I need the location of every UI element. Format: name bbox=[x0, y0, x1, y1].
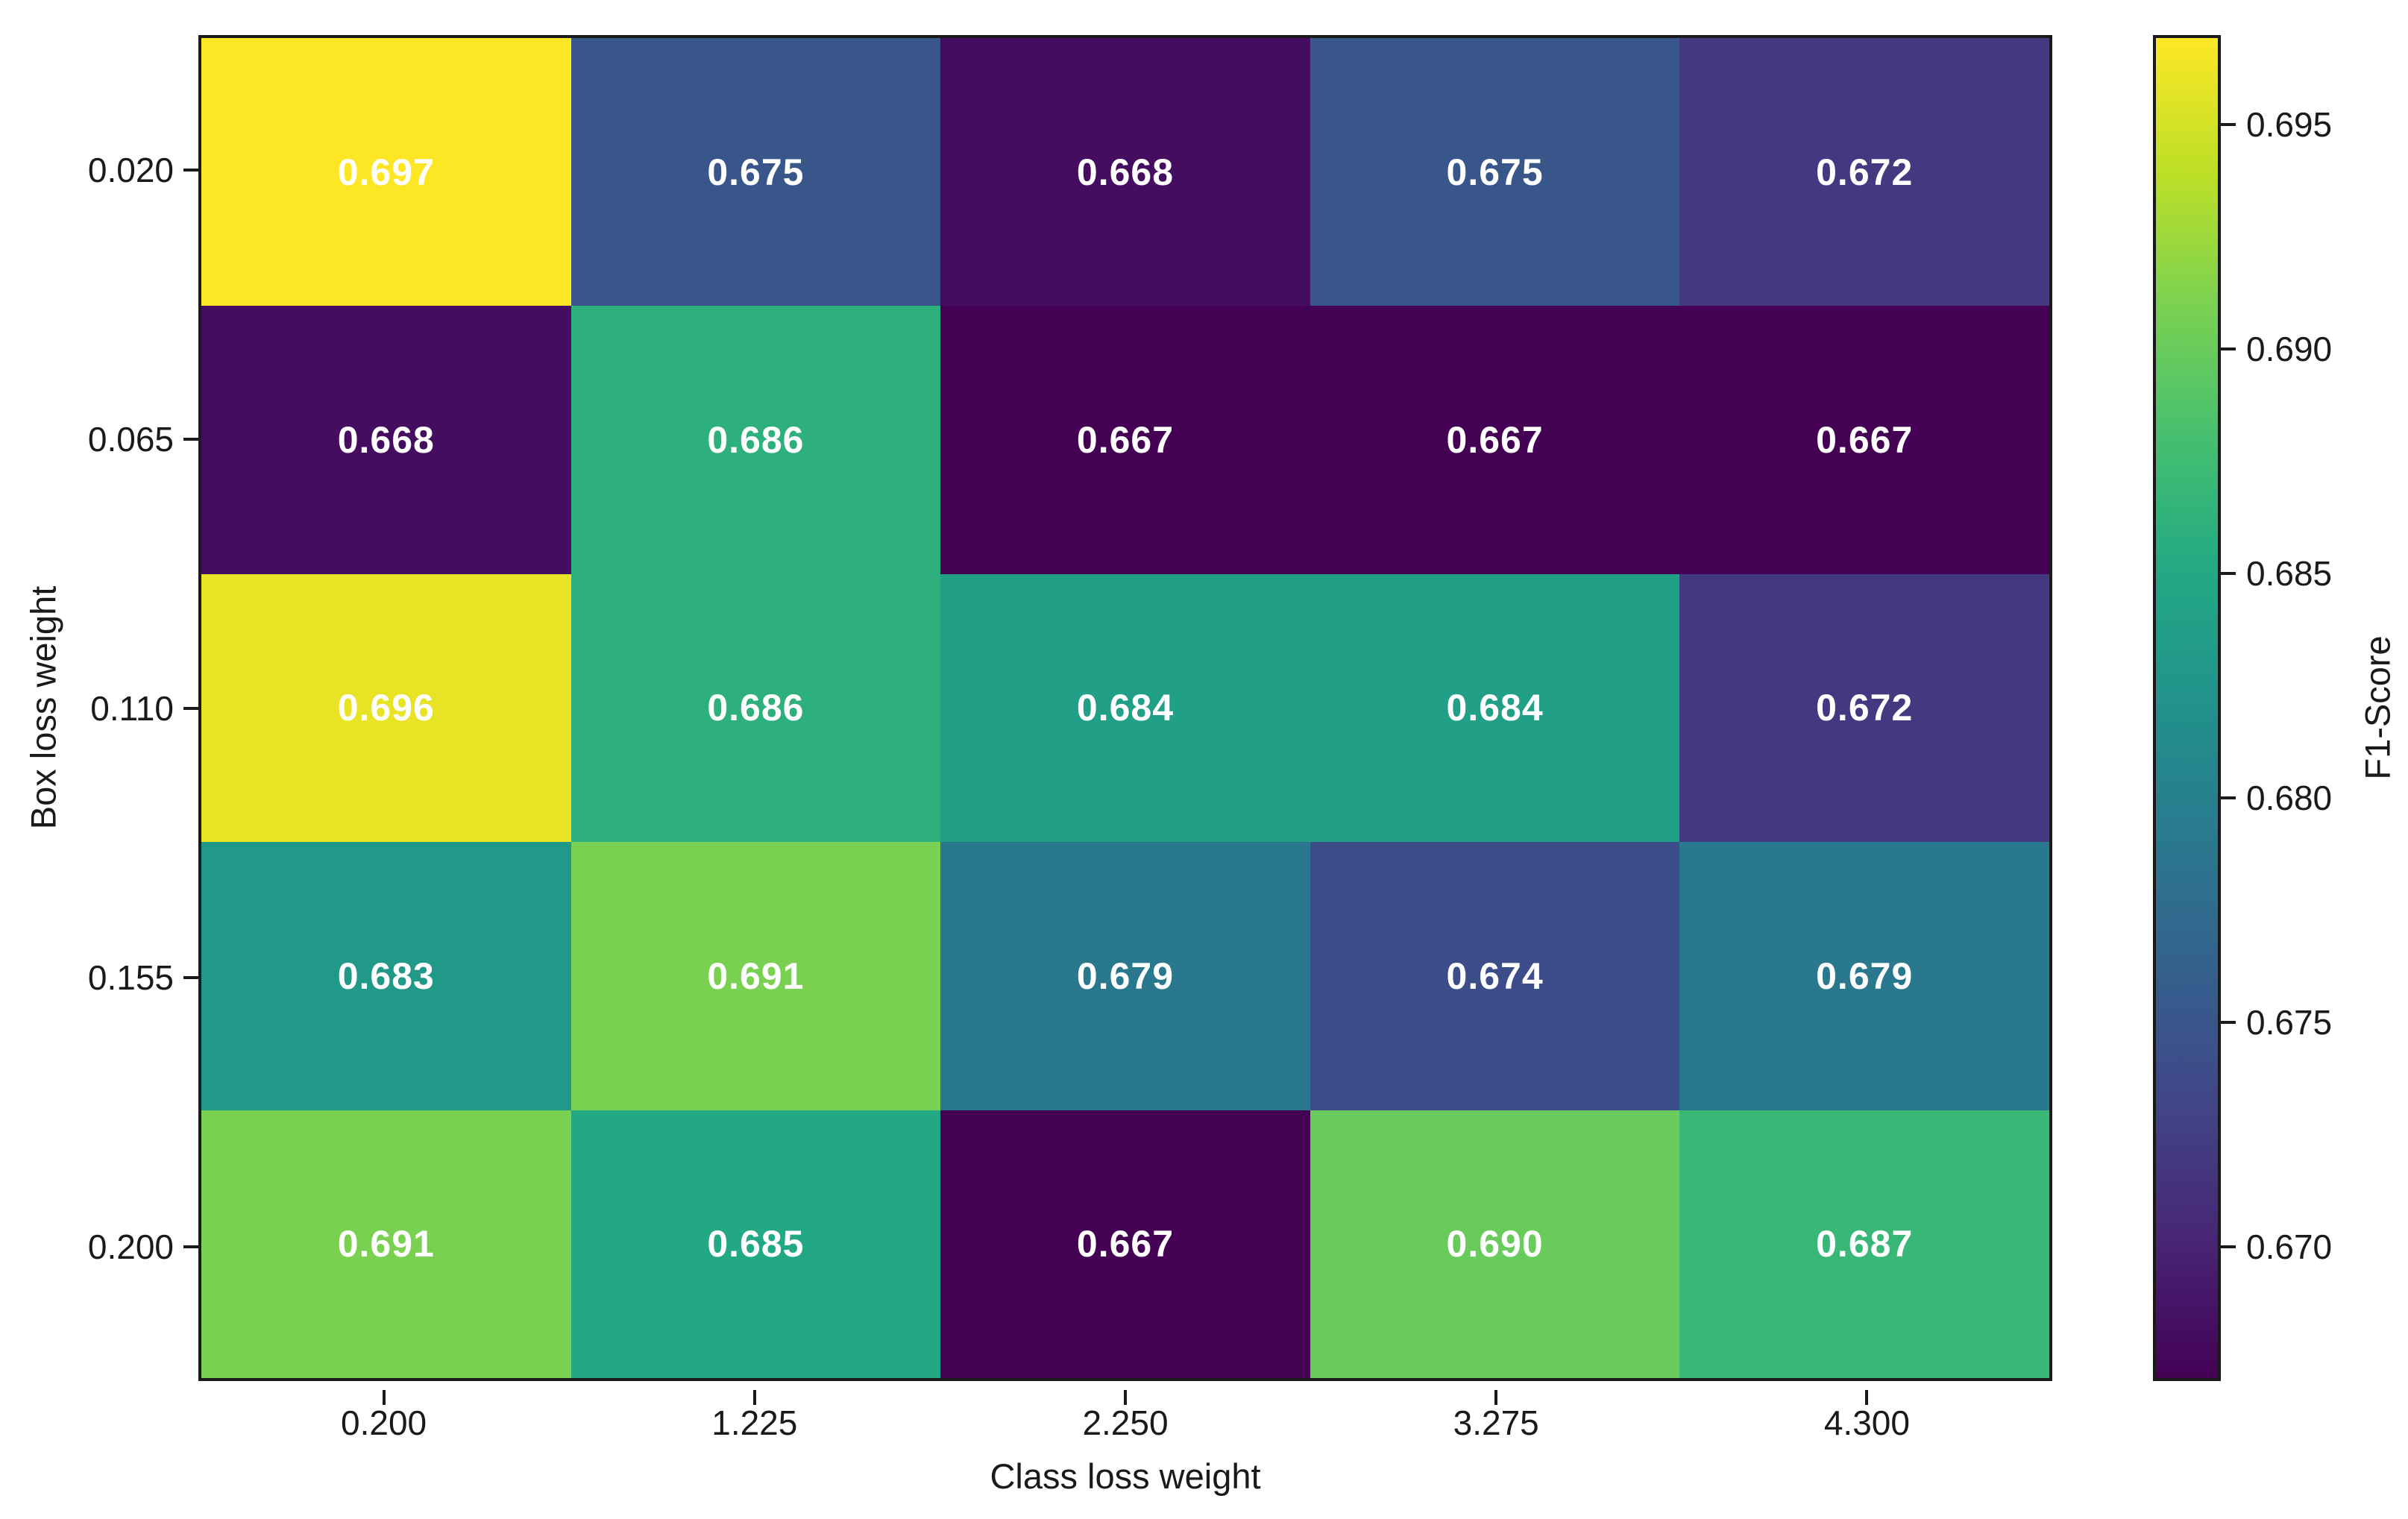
y-axis-title: Box loss weight bbox=[23, 585, 63, 830]
cell-value-label: 0.679 bbox=[1076, 955, 1175, 997]
y-tick-label: 0.200 bbox=[87, 1227, 174, 1266]
colorbar-tick-label: 0.680 bbox=[2246, 778, 2333, 817]
heatmap-cell-r3-c4: 0.679 bbox=[1679, 842, 2049, 1110]
y-tick-mark bbox=[183, 1245, 198, 1248]
heatmap-cell-r4-c0: 0.691 bbox=[201, 1110, 571, 1378]
x-tick-label: 0.200 bbox=[341, 1403, 427, 1442]
cell-value-label: 0.690 bbox=[1446, 1223, 1544, 1265]
cell-value-label: 0.683 bbox=[337, 955, 435, 997]
y-tick-label: 0.065 bbox=[87, 419, 174, 459]
heatmap-cell-r0-c4: 0.672 bbox=[1679, 38, 2049, 306]
x-tick-mark bbox=[1124, 1390, 1127, 1405]
cell-value-label: 0.684 bbox=[1446, 687, 1544, 729]
cell-value-label: 0.672 bbox=[1816, 151, 1914, 193]
x-axis-title: Class loss weight bbox=[990, 1456, 1261, 1496]
plot-area: 0.697 0.675 0.668 0.675 0.672 0.668 0.686 0.667… bbox=[198, 35, 2052, 1381]
x-tick-label: 3.275 bbox=[1453, 1403, 1539, 1442]
y-tick-mark bbox=[183, 437, 198, 441]
colorbar-tick-label: 0.695 bbox=[2246, 105, 2333, 145]
cell-value-label: 0.685 bbox=[707, 1223, 805, 1265]
x-tick-mark bbox=[752, 1390, 756, 1405]
colorbar-tick-mark bbox=[2221, 123, 2236, 127]
colorbar-tick-label: 0.675 bbox=[2246, 1002, 2333, 1042]
cell-value-label: 0.696 bbox=[337, 687, 435, 729]
cell-value-label: 0.667 bbox=[1076, 419, 1175, 462]
cell-value-label: 0.672 bbox=[1816, 687, 1914, 729]
colorbar-tick-mark bbox=[2221, 796, 2236, 799]
heatmap-cell-r2-c3: 0.684 bbox=[1310, 573, 1680, 843]
heatmap-cell-r0-c2: 0.668 bbox=[940, 38, 1310, 306]
x-tick-label: 4.300 bbox=[1823, 1403, 1910, 1442]
heatmap-cell-r0-c1: 0.675 bbox=[570, 38, 941, 306]
cell-value-label: 0.667 bbox=[1446, 419, 1544, 462]
heatmap-cell-r3-c1: 0.691 bbox=[570, 842, 941, 1110]
heatmap-cell-r1-c0: 0.668 bbox=[201, 306, 571, 574]
y-tick-label: 0.020 bbox=[87, 150, 174, 189]
heatmap-cell-r1-c3: 0.667 bbox=[1310, 306, 1680, 574]
colorbar-tick-label: 0.685 bbox=[2246, 554, 2333, 593]
heatmap-cell-r1-c2: 0.667 bbox=[940, 306, 1310, 574]
cell-value-label: 0.675 bbox=[707, 151, 805, 193]
heatmap-cell-r3-c0: 0.683 bbox=[201, 842, 571, 1110]
x-tick-mark bbox=[1494, 1390, 1498, 1405]
y-tick-mark bbox=[183, 706, 198, 710]
cell-value-label: 0.686 bbox=[707, 687, 805, 729]
cell-value-label: 0.675 bbox=[1446, 151, 1544, 193]
cell-value-label: 0.684 bbox=[1076, 687, 1175, 729]
y-tick-mark bbox=[183, 168, 198, 172]
heatmap-cell-r2-c1: 0.686 bbox=[570, 573, 941, 843]
colorbar-tick-mark bbox=[2221, 347, 2236, 351]
y-tick-label: 0.155 bbox=[87, 957, 174, 997]
heatmap-cell-r2-c4: 0.672 bbox=[1679, 573, 2049, 843]
heatmap-cell-r4-c1: 0.685 bbox=[570, 1110, 941, 1378]
colorbar-tick-mark bbox=[2221, 572, 2236, 575]
cell-value-label: 0.668 bbox=[337, 419, 435, 462]
heatmap-cell-r3-c2: 0.679 bbox=[940, 842, 1310, 1110]
x-tick-label: 1.225 bbox=[711, 1403, 798, 1442]
colorbar-tick-mark bbox=[2221, 1020, 2236, 1024]
heatmap-cell-r1-c4: 0.667 bbox=[1679, 306, 2049, 574]
cell-value-label: 0.668 bbox=[1076, 151, 1175, 193]
heatmap-cell-r3-c3: 0.674 bbox=[1310, 842, 1680, 1110]
heatmap-cell-r2-c2: 0.684 bbox=[940, 573, 1310, 843]
heatmap-cell-r2-c0: 0.696 bbox=[201, 573, 571, 843]
y-tick-mark bbox=[183, 975, 198, 979]
cell-value-label: 0.674 bbox=[1446, 955, 1544, 997]
colorbar-title: F1-Score bbox=[2357, 635, 2398, 780]
cell-value-label: 0.697 bbox=[337, 151, 435, 193]
colorbar-tick-mark bbox=[2221, 1245, 2236, 1248]
cell-value-label: 0.679 bbox=[1816, 955, 1914, 997]
heatmap-grid: 0.697 0.675 0.668 0.675 0.672 0.668 0.686 0.667… bbox=[201, 38, 2049, 1378]
cell-value-label: 0.687 bbox=[1816, 1223, 1914, 1265]
cell-value-label: 0.667 bbox=[1076, 1223, 1175, 1265]
heatmap-cell-r4-c3: 0.690 bbox=[1310, 1110, 1680, 1378]
cell-value-label: 0.667 bbox=[1816, 419, 1914, 462]
heatmap-cell-r4-c4: 0.687 bbox=[1679, 1110, 2049, 1378]
x-tick-label: 2.250 bbox=[1082, 1403, 1169, 1442]
colorbar bbox=[2153, 35, 2221, 1381]
heatmap-cell-r0-c3: 0.675 bbox=[1310, 38, 1680, 306]
cell-value-label: 0.691 bbox=[337, 1223, 435, 1265]
heatmap-cell-r4-c2: 0.667 bbox=[940, 1110, 1310, 1378]
heatmap-cell-r1-c1: 0.686 bbox=[570, 306, 941, 574]
x-tick-mark bbox=[1865, 1390, 1869, 1405]
cell-value-label: 0.691 bbox=[707, 955, 805, 997]
cell-value-label: 0.686 bbox=[707, 419, 805, 462]
x-tick-mark bbox=[382, 1390, 386, 1405]
heatmap-cell-r0-c0: 0.697 bbox=[201, 38, 571, 306]
y-tick-label: 0.110 bbox=[90, 688, 174, 728]
colorbar-tick-label: 0.690 bbox=[2246, 330, 2333, 369]
colorbar-tick-label: 0.670 bbox=[2246, 1227, 2333, 1266]
